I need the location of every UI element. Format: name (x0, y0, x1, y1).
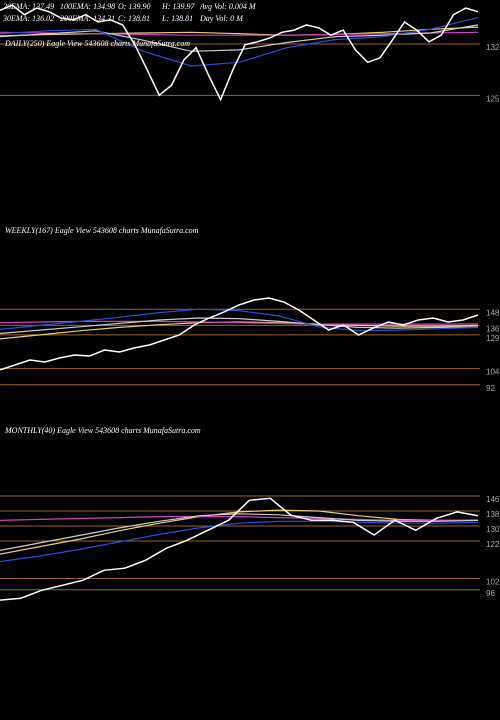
price-line (0, 516, 479, 521)
y-tick-label: 148 (486, 308, 500, 317)
indicator-label: 20EMA: 137.49 (3, 2, 54, 11)
y-tick-label: 129 (486, 334, 500, 343)
price-line (0, 520, 479, 563)
price-line (0, 308, 479, 332)
y-tick-label: 125 (486, 94, 500, 103)
y-tick-label: 138 (486, 510, 500, 519)
price-line (0, 17, 479, 67)
chart-subtitle: MONTHLY(40) Eagle View 543608 charts Mun… (4, 426, 201, 435)
indicator-label: Day Vol: 0 M (199, 14, 244, 23)
indicator-label: 100EMA: 134.98 (60, 2, 115, 11)
y-tick-label: 102 (486, 578, 500, 587)
indicator-label: O: 139.90 (118, 2, 150, 11)
indicator-label: C: 138.81 (118, 14, 150, 23)
price-line (0, 31, 479, 36)
y-tick-label: 132 (486, 43, 500, 52)
indicator-label: Avg Vol: 0.004 M (199, 2, 257, 11)
y-tick-label: 130 (486, 525, 500, 534)
price-line (0, 321, 479, 340)
price-line (0, 497, 479, 601)
price-line (0, 509, 478, 555)
y-tick-label: 136 (486, 325, 500, 334)
y-tick-label: 92 (486, 384, 495, 393)
indicator-label: 30EMA: 136.02 (2, 14, 54, 23)
indicator-label: H: 139.97 (161, 2, 195, 11)
y-tick-label: 96 (486, 589, 495, 598)
price-line (0, 297, 479, 371)
indicator-label: 200EMA: 134.31 (60, 14, 115, 23)
price-line (0, 317, 479, 335)
indicator-label: L: 138.81 (161, 14, 193, 23)
y-tick-label: 104 (486, 368, 500, 377)
chart-subtitle: WEEKLY(167) Eagle View 543608 charts Mun… (5, 226, 199, 235)
y-tick-label: 146 (486, 495, 500, 504)
price-line (0, 4, 479, 102)
chart-subtitle: DAILY(250) Eagle View 543608 charts Muna… (4, 39, 190, 48)
y-tick-label: 122 (486, 540, 500, 549)
